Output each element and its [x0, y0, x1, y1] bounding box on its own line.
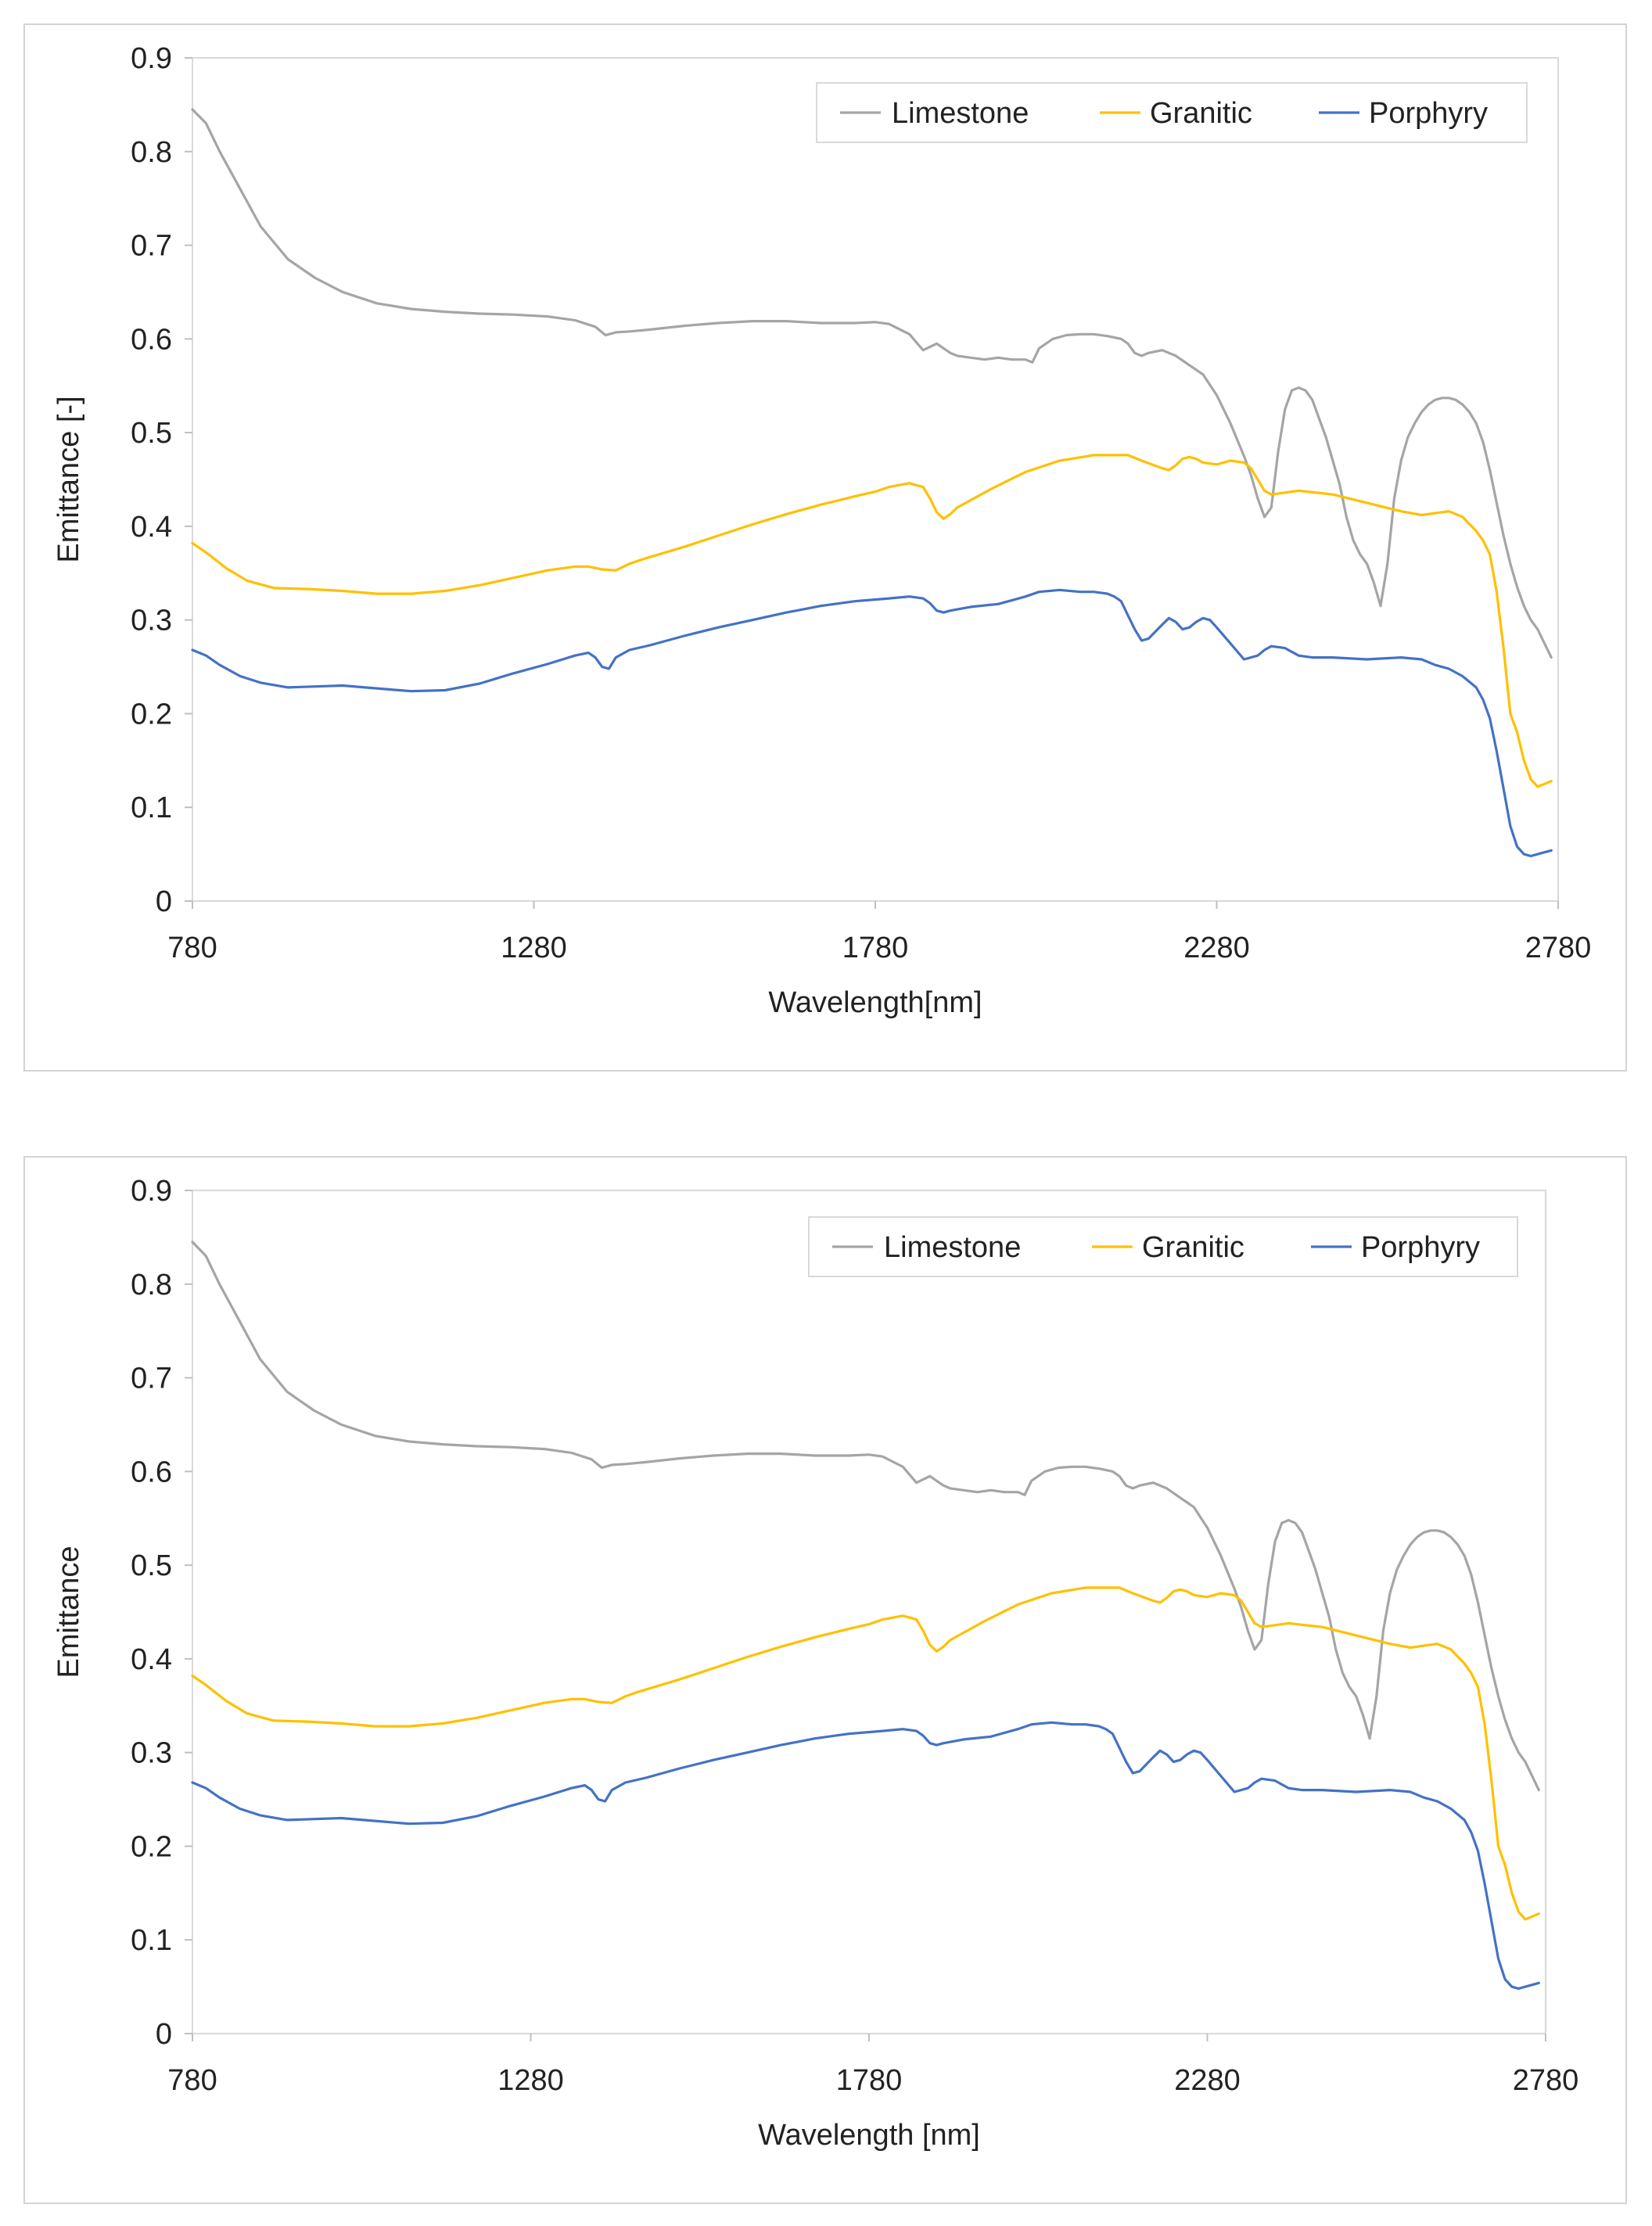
legend-label-granitic: Granitic: [1150, 97, 1252, 130]
x-tick-label: 1280: [497, 2064, 564, 2097]
legend-label-porphyry: Porphyry: [1369, 97, 1488, 130]
y-tick-label: 0.3: [131, 605, 172, 637]
legend: Limestone Granitic Porphyry: [808, 1216, 1518, 1277]
x-tick-label: 2780: [1525, 932, 1592, 964]
y-tick-label: 0.2: [131, 698, 172, 731]
series-line-porphyry: [191, 1721, 1540, 1991]
y-tick-label: 0.9: [131, 1175, 172, 1208]
y-tick-label: 0.1: [131, 792, 172, 824]
y-tick-label: 0.9: [131, 42, 172, 75]
y-tick-label: 0.8: [131, 136, 172, 169]
x-tick-label: 780: [167, 932, 217, 964]
y-tick-label: 0.8: [131, 1269, 172, 1301]
legend-box: [816, 82, 1528, 143]
y-tick-label: 0.1: [131, 1924, 172, 1957]
y-tick-label: 0.7: [131, 230, 172, 263]
y-tick-label: 0.4: [131, 1643, 172, 1676]
legend-label-limestone: Limestone: [884, 1231, 1021, 1264]
x-tick-label: 2780: [1513, 2064, 1579, 2097]
y-tick-label: 0.3: [131, 1737, 172, 1770]
series-line-limestone: [191, 108, 1553, 659]
series-line-porphyry: [191, 588, 1553, 858]
y-tick-label: 0.6: [131, 323, 172, 356]
y-tick-label: 0.5: [131, 417, 172, 450]
legend-label-granitic: Granitic: [1142, 1231, 1244, 1264]
y-tick-label: 0.7: [131, 1363, 172, 1395]
x-tick-label: 780: [167, 2064, 217, 2097]
y-tick-label: 0.6: [131, 1456, 172, 1488]
x-tick-label: 1780: [842, 932, 909, 964]
emittance-chart-bottom: 0 0.1 0.2 0.3 0.4 0.5 0.6 0.7 0.8 0.9 780 1280 1780 2…: [52, 1175, 1579, 2152]
x-axis-title: Wavelength [nm]: [758, 2119, 980, 2152]
emittance-chart-top: 0 0.1 0.2 0.3 0.4 0.5 0.6 0.7 0.8 0.9 780 1280 1780 2…: [52, 42, 1592, 1019]
y-tick-label: 0.2: [131, 1830, 172, 1863]
x-tick-label: 1780: [836, 2064, 903, 2097]
plot-area: [192, 1190, 1546, 2034]
legend-label-porphyry: Porphyry: [1361, 1231, 1480, 1264]
y-tick-label: 0: [156, 2018, 172, 2051]
y-tick-label: 0.4: [131, 511, 172, 544]
x-axis-title: Wavelength[nm]: [768, 986, 982, 1019]
series-line-granitic: [191, 454, 1553, 788]
chart-panel-top: 0 0.1 0.2 0.3 0.4 0.5 0.6 0.7 0.8 0.9 780 1280 1780 2…: [23, 23, 1627, 1072]
series-line-limestone: [191, 1240, 1540, 1792]
y-axis-title: Emittance [-]: [52, 396, 85, 562]
y-tick-label: 0: [156, 885, 172, 918]
legend-box: [808, 1216, 1518, 1277]
legend-label-limestone: Limestone: [892, 97, 1029, 130]
y-tick-label: 0.5: [131, 1549, 172, 1582]
x-tick-label: 1280: [501, 932, 567, 964]
x-tick-label: 2280: [1183, 932, 1250, 964]
y-axis-title: Emittance: [52, 1546, 85, 1678]
x-tick-label: 2280: [1174, 2064, 1241, 2097]
legend: Limestone Granitic Porphyry: [816, 82, 1528, 143]
chart-panel-bottom: 0 0.1 0.2 0.3 0.4 0.5 0.6 0.7 0.8 0.9 780 1280 1780 2…: [23, 1156, 1627, 2204]
plot-area: [192, 57, 1559, 902]
series-line-granitic: [191, 1586, 1540, 1921]
